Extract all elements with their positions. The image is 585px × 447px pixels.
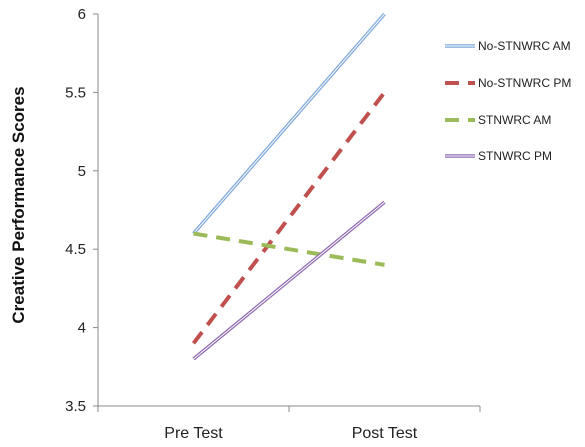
series-group bbox=[191, 12, 387, 361]
legend-label: No-STNWRC AM bbox=[478, 39, 571, 53]
y-tick-label: 4.5 bbox=[65, 241, 86, 258]
series-line-inner bbox=[193, 201, 385, 360]
x-category-label: Pre Test bbox=[164, 425, 223, 442]
y-axis-title: Creative Performance Scores bbox=[9, 86, 28, 323]
legend: No-STNWRC AM No-STNWRC PM STNWRC AM STNWRC … bbox=[445, 39, 571, 163]
axes bbox=[97, 14, 480, 407]
series-0 bbox=[192, 12, 386, 235]
legend-label: STNWRC AM bbox=[478, 113, 551, 127]
y-tick-label: 5 bbox=[78, 163, 86, 180]
y-tick-label: 5.5 bbox=[65, 84, 86, 101]
series-2 bbox=[193, 231, 385, 267]
x-category-label: Post Test bbox=[352, 425, 418, 442]
y-tick-label: 4 bbox=[78, 320, 86, 337]
series-3 bbox=[192, 200, 386, 361]
legend-label: No-STNWRC PM bbox=[478, 76, 571, 90]
series-line bbox=[191, 91, 387, 345]
x-ticks: Pre Test Post Test bbox=[97, 406, 481, 442]
y-tick-label: 6 bbox=[78, 6, 86, 23]
series-1 bbox=[191, 91, 387, 345]
y-tick-label: 3.5 bbox=[65, 398, 86, 415]
legend-label: STNWRC PM bbox=[478, 149, 552, 163]
series-line-inner bbox=[193, 13, 385, 234]
y-ticks: 3.5 4 4.5 5 5.5 6 bbox=[65, 6, 98, 415]
series-line bbox=[193, 231, 385, 267]
